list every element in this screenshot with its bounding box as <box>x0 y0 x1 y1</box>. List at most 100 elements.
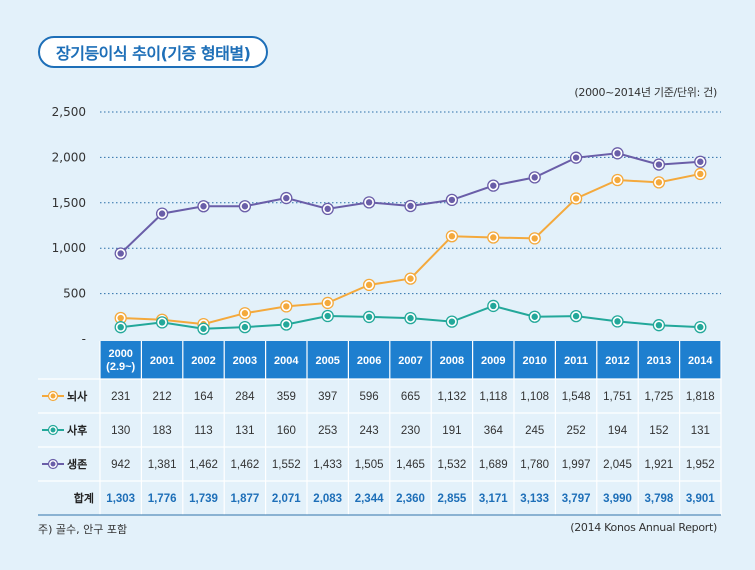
chart-title: 장기등이식 추이(기증 형태별) <box>56 44 251 63</box>
table-cell: 359 <box>277 391 296 403</box>
table-cell-total: 1,776 <box>148 493 177 505</box>
table-cell: 1,780 <box>520 459 549 471</box>
data-point-living <box>321 202 334 216</box>
source-note: (2014 Konos Annual Report) <box>570 521 717 534</box>
table-cell: 1,462 <box>231 459 260 471</box>
table-cell: 230 <box>401 425 420 437</box>
table-cell: 284 <box>235 391 255 403</box>
data-point-living <box>155 207 169 220</box>
marker-inner <box>241 323 249 331</box>
table-cell: 1,118 <box>479 391 507 403</box>
marker-inner <box>200 325 207 332</box>
table-cell: 1,552 <box>272 459 301 471</box>
data-point-brain_dead <box>321 296 334 310</box>
marker-inner <box>283 194 290 202</box>
column-header: 2013 <box>647 355 671 367</box>
marker-inner <box>614 176 621 184</box>
unit-note: (2000~2014년 기준/단위: 건) <box>574 86 717 99</box>
column-header: 2007 <box>398 355 422 367</box>
marker-inner <box>407 275 414 282</box>
table-cell: 243 <box>360 425 379 437</box>
table-cell: 1,548 <box>562 391 591 403</box>
data-point-living <box>197 200 210 213</box>
table-cell: 2,045 <box>603 459 632 471</box>
data-point-brain_dead <box>487 231 500 244</box>
data-point-living <box>280 191 293 205</box>
data-point-living <box>528 171 541 184</box>
row-label-brain_dead: 뇌사 <box>67 389 88 403</box>
column-header-sublabel: (2.9~) <box>106 361 135 373</box>
marker-inner <box>365 281 373 289</box>
marker-inner <box>531 235 538 242</box>
data-point-deceased <box>155 316 169 329</box>
marker-inner <box>117 314 124 322</box>
data-point-brain_dead <box>445 230 459 243</box>
table-cell: 1,689 <box>479 459 508 471</box>
column-header: 2000 <box>108 348 132 360</box>
marker-inner <box>324 205 331 213</box>
column-header: 2002 <box>191 355 215 367</box>
table-cell-total: 1,739 <box>189 493 218 505</box>
table-cell-total: 2,855 <box>438 493 467 505</box>
data-point-deceased <box>611 315 624 328</box>
data-point-living <box>487 179 500 192</box>
y-tick-label: 1,500 <box>52 196 86 210</box>
marker-inner <box>365 313 373 321</box>
table-cell: 942 <box>111 459 130 471</box>
column-header: 2005 <box>315 355 339 367</box>
marker-inner <box>697 170 704 178</box>
marker-inner <box>655 161 663 168</box>
chart-title-badge: 장기등이식 추이(기증 형태별) <box>38 36 269 68</box>
table-cell: 160 <box>277 425 296 437</box>
table-cell-total: 3,133 <box>520 493 549 505</box>
marker-inner <box>158 210 166 217</box>
table-cell: 164 <box>194 391 214 403</box>
marker-inner <box>490 234 497 241</box>
data-point-deceased <box>528 310 541 323</box>
table-cell: 1,751 <box>603 391 632 403</box>
legend-marker-inner-deceased <box>50 427 56 433</box>
table-cell: 252 <box>567 425 586 437</box>
table-cell-total: 1,877 <box>231 493 260 505</box>
data-point-brain_dead <box>611 173 624 187</box>
marker-inner <box>572 195 580 202</box>
table-cell: 183 <box>153 425 172 437</box>
table-cell: 131 <box>691 425 710 437</box>
marker-inner <box>614 318 621 325</box>
column-header: 2001 <box>150 355 174 367</box>
table-cell: 113 <box>194 425 212 437</box>
table-cell-total: 2,083 <box>313 493 342 505</box>
table-cell-total: 3,901 <box>686 493 715 505</box>
data-point-living <box>362 196 376 209</box>
data-point-deceased <box>404 311 417 325</box>
table-cell: 1,818 <box>686 391 715 403</box>
y-tick-label: - <box>82 332 86 346</box>
table-cell: 364 <box>484 425 504 437</box>
row-label-living: 생존 <box>67 457 87 471</box>
data-point-deceased <box>569 309 583 323</box>
table-cell: 253 <box>318 425 337 437</box>
data-point-living <box>569 151 583 164</box>
table-cell: 1,465 <box>396 459 425 471</box>
data-point-brain_dead <box>694 167 707 181</box>
table-cell: 1,132 <box>438 391 467 403</box>
data-point-living <box>404 199 417 213</box>
data-point-deceased <box>487 299 500 313</box>
marker-inner <box>655 321 663 329</box>
column-header: 2004 <box>274 355 299 367</box>
column-header: 2014 <box>688 355 713 367</box>
marker-inner <box>283 321 290 328</box>
marker-inner <box>655 179 663 186</box>
marker-inner <box>448 196 456 204</box>
data-point-deceased <box>280 318 293 331</box>
table-cell: 1,532 <box>438 459 467 471</box>
data-point-living <box>611 147 624 160</box>
marker-inner <box>531 313 538 320</box>
table-cell: 1,921 <box>645 459 674 471</box>
table-cell-total: 1,303 <box>106 493 135 505</box>
marker-inner <box>490 182 497 189</box>
column-header: 2008 <box>440 355 464 367</box>
table-cell-total: 3,797 <box>562 493 591 505</box>
table-cell: 1,462 <box>189 459 218 471</box>
legend-marker-inner-living <box>50 461 56 467</box>
